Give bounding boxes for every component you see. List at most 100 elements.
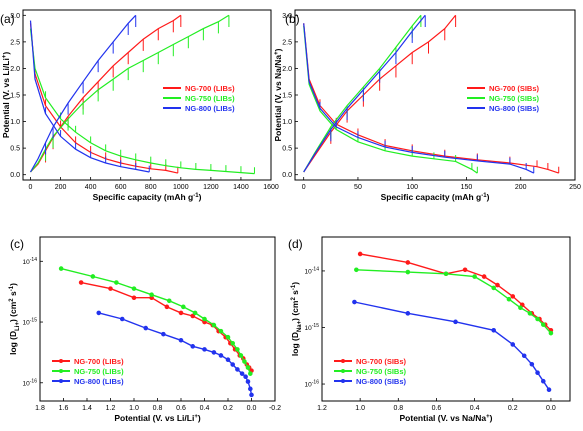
y-tick-label: 2.0 bbox=[282, 66, 292, 73]
x-tick-label: 1.6 bbox=[59, 405, 69, 412]
series-group bbox=[29, 14, 255, 175]
legend: NG-700 (LIBs)NG-750 (LIBs)NG-800 (LIBs) bbox=[52, 357, 124, 386]
data-point bbox=[164, 304, 170, 310]
data-point bbox=[230, 362, 235, 367]
y-tick-label: 2.0 bbox=[10, 66, 20, 73]
y-tick-label: 1.0 bbox=[282, 119, 292, 126]
y-axis-label: log (DNa+) (cm2 s-1) bbox=[290, 282, 303, 356]
legend-marker bbox=[59, 369, 63, 373]
y-tick-label: 10-16 bbox=[23, 378, 38, 387]
series-line bbox=[354, 301, 550, 391]
series-line bbox=[360, 253, 552, 331]
y-tick-label: 10-14 bbox=[305, 266, 320, 275]
y-tick-label: 10-16 bbox=[305, 380, 320, 389]
x-tick-label: 0.2 bbox=[223, 405, 233, 412]
data-point bbox=[510, 342, 516, 347]
x-tick-label: 400 bbox=[85, 184, 97, 191]
data-point bbox=[248, 371, 253, 376]
discharge-curve bbox=[303, 23, 535, 174]
data-point bbox=[443, 271, 449, 277]
y-axis-label: Potential (V. vs Na/Na+) bbox=[273, 48, 283, 141]
x-tick-label: 0.4 bbox=[470, 405, 480, 412]
y-tick-label: 3.0 bbox=[10, 13, 20, 20]
x-tick-label: 1000 bbox=[173, 184, 189, 191]
y-tick-label: 10-14 bbox=[23, 257, 38, 266]
data-point bbox=[535, 316, 540, 322]
y-tick-label: 2.5 bbox=[10, 39, 20, 46]
legend: NG-700 (SIBs)NG-750 (SIBs)NG-800 (SIBs) bbox=[467, 84, 540, 113]
charge-curve bbox=[303, 14, 422, 173]
y-tick-label: 10-15 bbox=[305, 323, 320, 332]
data-point bbox=[230, 340, 235, 346]
data-point bbox=[225, 334, 231, 340]
data-point bbox=[149, 292, 154, 298]
data-point bbox=[78, 280, 84, 285]
charge-curve bbox=[29, 14, 137, 173]
y-tick-label: 0.5 bbox=[282, 146, 292, 153]
legend-label: NG-750 (LIBs) bbox=[185, 94, 235, 103]
x-tick-label: 1.8 bbox=[35, 405, 45, 412]
data-point bbox=[521, 353, 527, 359]
x-tick-label: -0.2 bbox=[269, 405, 281, 412]
data-point bbox=[178, 310, 184, 316]
data-point bbox=[192, 310, 198, 316]
x-tick-label: 250 bbox=[569, 184, 581, 191]
panel-label: (d) bbox=[288, 237, 303, 251]
data-point bbox=[161, 331, 166, 337]
x-tick-label: 1.0 bbox=[355, 405, 365, 412]
x-axis-label: Specific capacity (mAh g-1) bbox=[381, 192, 490, 202]
charge-curve bbox=[30, 14, 230, 173]
y-tick-label: 10-15 bbox=[23, 318, 38, 327]
x-tick-label: 0.8 bbox=[153, 405, 163, 412]
panel-d: (d) 1.2 1.0 0.8 0.6 0.4 0.2 0.0 10-14 10-15 10-16 P… bbox=[288, 236, 571, 423]
data-point bbox=[114, 280, 119, 285]
legend-label: NG-700 (SIBs) bbox=[489, 84, 540, 93]
data-point bbox=[510, 294, 516, 299]
y-tick-label: 0.0 bbox=[282, 172, 292, 179]
data-point bbox=[225, 357, 231, 362]
x-tick-label: 1600 bbox=[263, 184, 279, 191]
data-point bbox=[546, 387, 552, 392]
legend-label: NG-800 (LIBs) bbox=[74, 377, 124, 386]
data-point bbox=[535, 370, 540, 376]
x-tick-label: 600 bbox=[115, 184, 127, 191]
x-tick-label: 200 bbox=[55, 184, 67, 191]
data-point bbox=[354, 267, 359, 273]
data-point bbox=[491, 328, 496, 333]
data-point bbox=[405, 269, 411, 275]
series-group bbox=[303, 14, 560, 174]
x-tick-label: 800 bbox=[145, 184, 157, 191]
x-tick-label: 1200 bbox=[203, 184, 219, 191]
data-point bbox=[405, 260, 411, 265]
y-tick-label: 2.5 bbox=[282, 39, 292, 46]
data-point bbox=[548, 330, 554, 336]
data-point bbox=[211, 322, 217, 328]
x-axis-label: Potential (V. vs Na/Na+) bbox=[400, 413, 493, 423]
data-point bbox=[143, 325, 149, 331]
legend-marker bbox=[341, 379, 345, 383]
legend-label: NG-750 (LIBs) bbox=[74, 367, 124, 376]
data-point bbox=[242, 359, 247, 364]
data-point bbox=[178, 337, 184, 343]
data-point bbox=[495, 282, 500, 288]
x-tick-label: 200 bbox=[515, 184, 527, 191]
data-point bbox=[248, 386, 253, 392]
plot-frame bbox=[321, 236, 571, 402]
x-tick-label: 1400 bbox=[233, 184, 249, 191]
x-tick-label: 1.2 bbox=[317, 405, 327, 412]
data-point bbox=[518, 305, 523, 310]
x-tick-label: 100 bbox=[406, 184, 418, 191]
x-axis-label: Potential (V. vs Li/Li+) bbox=[114, 413, 201, 423]
data-point bbox=[472, 274, 477, 279]
legend-marker bbox=[59, 379, 63, 383]
legend-label: NG-750 (SIBs) bbox=[489, 94, 540, 103]
data-point bbox=[481, 274, 487, 279]
legend-label: NG-800 (SIBs) bbox=[489, 104, 540, 113]
data-point bbox=[249, 392, 254, 398]
y-axis-label: log (DLi+) (cm2 s-1) bbox=[8, 283, 21, 355]
x-tick-label: 0.0 bbox=[247, 405, 257, 412]
data-point bbox=[119, 316, 125, 322]
legend: NG-700 (SIBs)NG-750 (SIBs)NG-800 (SIBs) bbox=[334, 357, 407, 386]
y-tick-label: 1.0 bbox=[10, 119, 20, 126]
